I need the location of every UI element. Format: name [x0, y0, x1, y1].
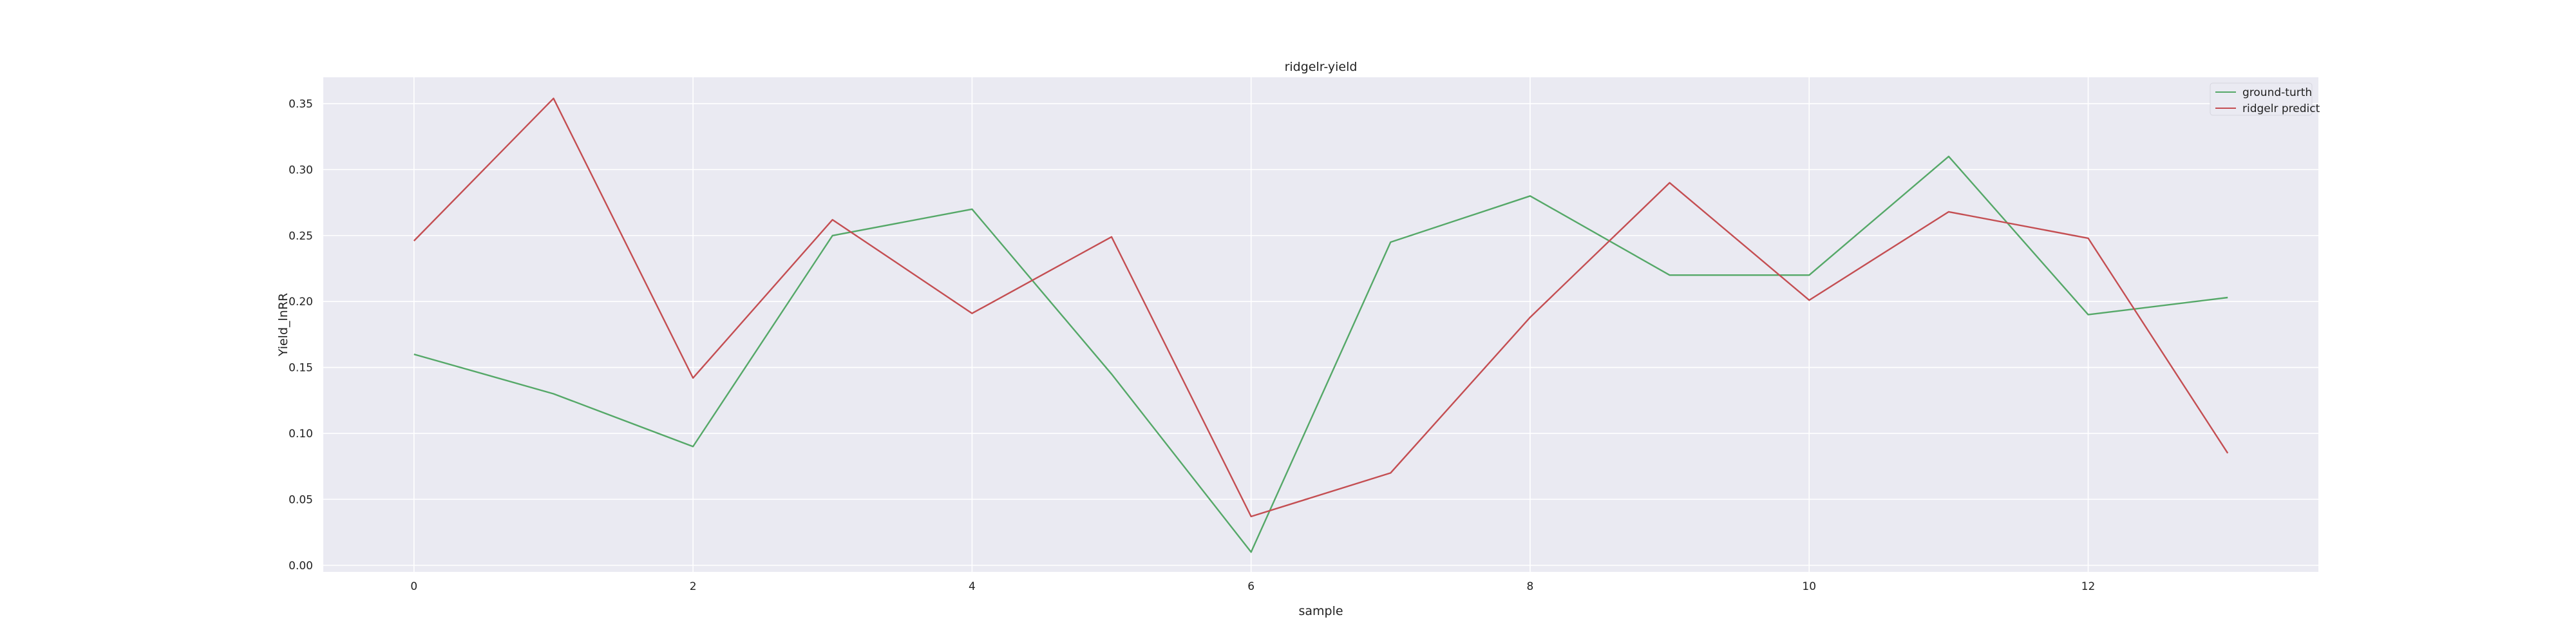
chart-title: ridgelr-yield [1285, 60, 1358, 74]
x-tick-label: 0 [410, 580, 417, 593]
legend-label-ridgelr-predict: ridgelr predict [2242, 102, 2320, 115]
y-tick-label: 0.35 [289, 98, 313, 111]
plot-area [323, 77, 2318, 572]
x-tick-label: 2 [690, 580, 697, 593]
y-tick-label: 0.25 [289, 230, 313, 243]
y-axis-label: Yield_lnRR [276, 293, 290, 357]
series-lines [413, 97, 2229, 553]
series-line-1 [413, 97, 2229, 518]
y-tick-label: 0.15 [289, 362, 313, 375]
gridlines [323, 77, 2318, 572]
x-tick-label: 4 [969, 580, 976, 593]
x-tick-label: 8 [1527, 580, 1534, 593]
y-tick-label: 0.20 [289, 296, 313, 308]
x-axis-ticks: 0 2 4 6 8 10 12 [410, 580, 2095, 593]
legend-box [2210, 82, 2313, 116]
x-tick-label: 10 [1802, 580, 1816, 593]
x-axis-label: sample [1298, 604, 1343, 618]
y-tick-label: 0.30 [289, 164, 313, 176]
legend-label-ground-turth: ground-turth [2242, 86, 2312, 99]
y-axis-ticks: 0.00 0.05 0.10 0.15 0.20 0.25 0.30 0.35 [289, 98, 313, 573]
x-tick-label: 12 [2081, 580, 2096, 593]
legend: ground-turth ridgelr predict [2210, 82, 2320, 116]
y-tick-label: 0.05 [289, 493, 313, 506]
x-tick-label: 6 [1247, 580, 1255, 593]
series-line-0 [413, 155, 2228, 553]
y-tick-label: 0.00 [289, 560, 313, 573]
y-tick-label: 0.10 [289, 428, 313, 440]
